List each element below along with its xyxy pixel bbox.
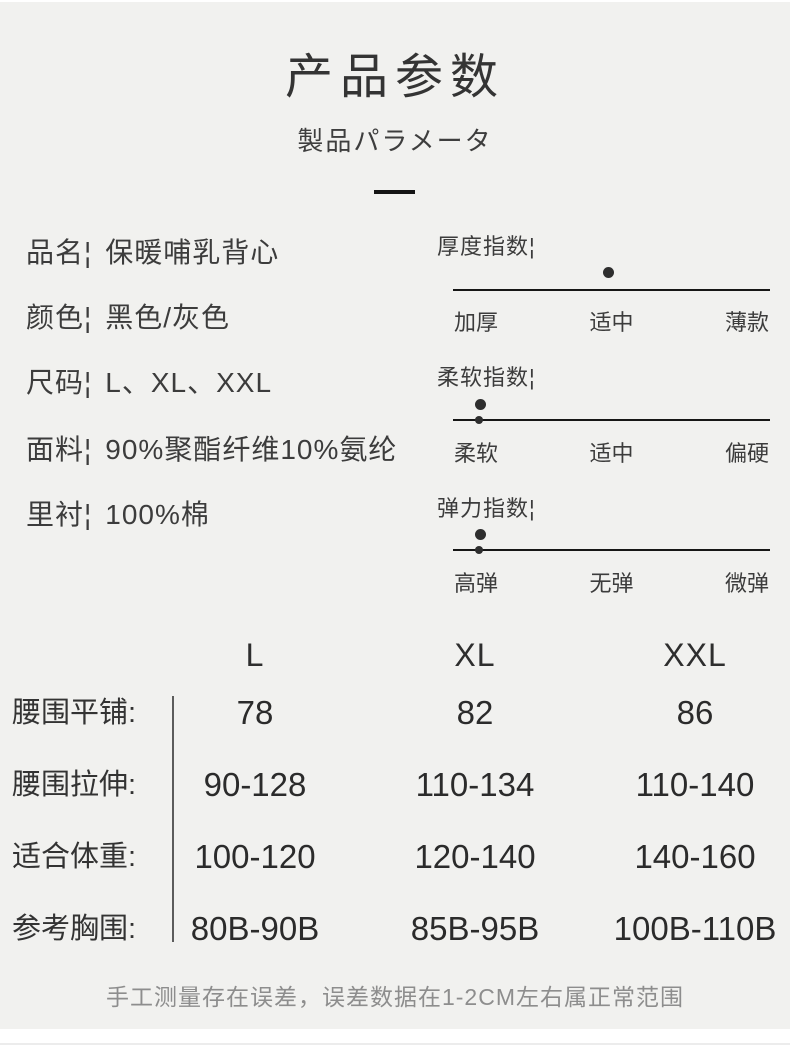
size-cell: 100B-110B <box>613 910 777 947</box>
scale-label-center: 适中 <box>589 310 634 335</box>
marker-dot <box>603 267 614 278</box>
scale-label-left: 柔软 <box>454 441 499 466</box>
table-row-waist-stretch: 腰围拉伸: 90-128 110-134 110-140 <box>0 764 790 806</box>
table-divider-line <box>172 696 174 942</box>
measurement-disclaimer: 手工测量存在误差，误差数据在1-2CM左右属正常范围 <box>105 984 684 1010</box>
size-row-label: 适合体重: <box>12 841 137 873</box>
bottom-separator-line <box>0 1043 790 1045</box>
thickness-scale-labels: 加厚 适中 薄款 <box>453 307 770 335</box>
marker-dot <box>475 399 486 410</box>
size-column-header: XL <box>454 637 496 673</box>
index-scale-line <box>453 419 770 421</box>
size-cell: 120-140 <box>414 838 536 875</box>
spec-row-product-name: 品名¦ 保暖哺乳背心 <box>26 236 279 270</box>
index-scale-line <box>453 289 770 291</box>
size-table-header-row: L XL XXL <box>0 634 790 676</box>
scale-label-left: 高弹 <box>454 571 499 596</box>
spec-label: 里衬¦ <box>26 499 93 530</box>
size-column-header: XXL <box>663 637 727 673</box>
size-row-label: 参考胸围: <box>12 913 137 945</box>
spec-row-color: 颜色¦ 黑色/灰色 <box>26 301 230 335</box>
size-cell: 80B-90B <box>190 910 320 947</box>
spec-value: 保暖哺乳背心 <box>105 237 280 268</box>
spec-label: 品名¦ <box>26 237 93 268</box>
scale-label-center: 适中 <box>589 441 634 466</box>
page-subtitle: 製品パラメータ <box>297 126 493 156</box>
size-row-label: 腰围拉伸: <box>12 769 137 801</box>
marker-dot-on-line <box>475 546 483 554</box>
size-column-header: L <box>245 637 265 673</box>
spec-row-fabric: 面料¦ 90%聚酯纤维10%氨纶 <box>26 433 397 467</box>
marker-dot-on-line <box>475 416 483 424</box>
softness-scale-labels: 柔软 适中 偏硬 <box>453 438 770 466</box>
spec-value: L、XL、XXL <box>105 367 273 398</box>
scale-label-right: 薄款 <box>724 310 769 335</box>
title-divider-dash <box>374 190 415 194</box>
size-cell: 78 <box>236 694 274 731</box>
size-cell: 90-128 <box>203 766 307 803</box>
bottom-strip <box>0 1029 790 1053</box>
scale-label-center: 无弹 <box>589 571 634 596</box>
page-title: 产品参数 <box>284 51 505 104</box>
marker-dot <box>475 529 486 540</box>
spec-row-lining: 里衬¦ 100%棉 <box>26 498 210 532</box>
scale-label-right: 偏硬 <box>724 441 769 466</box>
spec-label: 颜色¦ <box>26 302 93 333</box>
spec-value: 100%棉 <box>105 499 210 530</box>
table-row-waist-flat: 腰围平铺: 78 82 86 <box>0 692 790 734</box>
size-cell: 86 <box>676 694 714 731</box>
size-cell: 110-140 <box>635 766 755 803</box>
size-cell: 82 <box>456 694 494 731</box>
size-cell: 140-160 <box>634 838 756 875</box>
scale-label-right: 微弹 <box>724 571 769 596</box>
softness-index-title: 柔软指数¦ <box>437 365 536 390</box>
elasticity-index-title: 弹力指数¦ <box>437 496 536 521</box>
size-row-label: 腰围平铺: <box>12 697 137 729</box>
spec-value: 黑色/灰色 <box>105 302 231 333</box>
table-row-weight: 适合体重: 100-120 120-140 140-160 <box>0 836 790 878</box>
index-scale-line <box>453 549 770 551</box>
scale-label-left: 加厚 <box>454 310 499 335</box>
size-cell: 100-120 <box>194 838 316 875</box>
spec-label: 尺码¦ <box>26 367 93 398</box>
elasticity-scale-labels: 高弹 无弹 微弹 <box>453 568 770 596</box>
spec-label: 面料¦ <box>26 434 93 465</box>
thickness-index-title: 厚度指数¦ <box>437 234 536 259</box>
spec-row-size: 尺码¦ L、XL、XXL <box>26 366 272 400</box>
size-cell: 110-134 <box>415 766 535 803</box>
background-section <box>0 2 790 1029</box>
spec-value: 90%聚酯纤维10%氨纶 <box>105 434 398 465</box>
size-cell: 85B-95B <box>410 910 540 947</box>
table-row-bust: 参考胸围: 80B-90B 85B-95B 100B-110B <box>0 908 790 950</box>
